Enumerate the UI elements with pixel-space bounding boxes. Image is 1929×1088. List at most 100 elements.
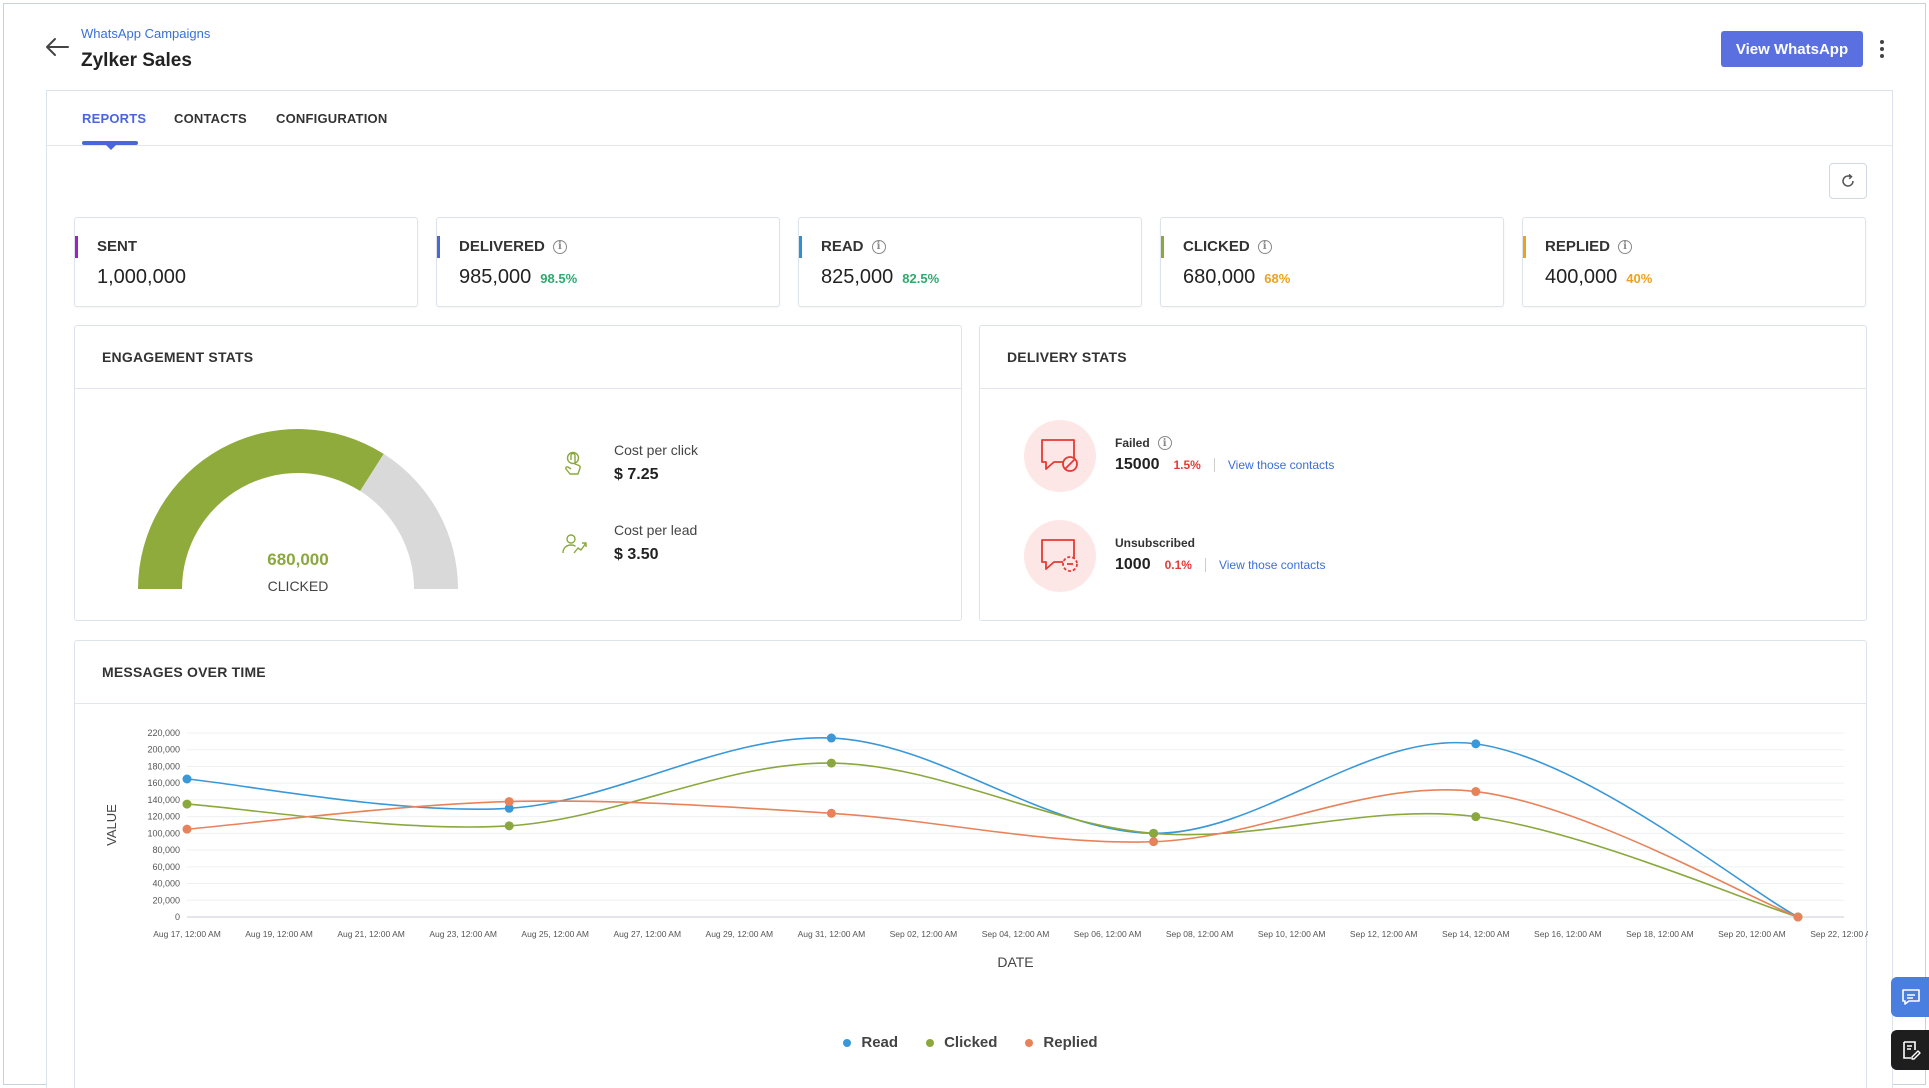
- cost-per-click-label: Cost per click: [614, 442, 699, 458]
- stat-accent-bar: [75, 236, 78, 258]
- data-point-read: [826, 733, 836, 743]
- legend-item-clicked[interactable]: Clicked: [926, 1034, 997, 1051]
- y-tick-label: 20,000: [152, 895, 180, 905]
- legend-dot: [926, 1038, 935, 1047]
- data-point-clicked: [504, 821, 514, 831]
- chat-button[interactable]: [1891, 977, 1929, 1017]
- data-point-replied: [504, 797, 514, 807]
- view-failed-contacts-link[interactable]: View those contacts: [1227, 458, 1335, 472]
- x-tick-label: Sep 14, 12:00 AM: [1442, 929, 1510, 939]
- x-tick-label: Sep 16, 12:00 AM: [1534, 929, 1602, 939]
- info-icon[interactable]: i: [552, 239, 567, 254]
- tab-contacts[interactable]: CONTACTS: [174, 111, 247, 126]
- tap-hand-icon: [565, 451, 581, 475]
- view-whatsapp-button[interactable]: View WhatsApp: [1721, 31, 1863, 67]
- y-tick-label: 160,000: [147, 778, 180, 788]
- x-tick-label: Aug 31, 12:00 AM: [798, 929, 866, 939]
- legend-dot: [1025, 1038, 1034, 1047]
- y-tick-label: 60,000: [152, 862, 180, 872]
- series-line-replied: [186, 789, 1799, 918]
- info-icon[interactable]: i: [1157, 436, 1172, 450]
- data-point-replied: [182, 824, 192, 834]
- unsubscribed-label: Unsubscribed: [1115, 536, 1196, 550]
- data-point-read: [1471, 739, 1481, 749]
- x-tick-label: Aug 27, 12:00 AM: [613, 929, 681, 939]
- lead-growth-icon: [562, 534, 587, 554]
- stat-card-replied: REPLIED i 400,000 40%: [1522, 217, 1866, 307]
- clicked-gauge: [138, 428, 458, 589]
- y-tick-label: 0: [175, 912, 180, 922]
- chat-icon: [1902, 989, 1920, 1005]
- stat-card-read: READ i 825,000 82.5%: [798, 217, 1142, 307]
- info-icon[interactable]: i: [1618, 239, 1633, 254]
- data-point-replied: [826, 808, 836, 818]
- notes-icon: [1903, 1041, 1921, 1060]
- stat-value: 1,000,000: [97, 266, 186, 288]
- legend-item-replied[interactable]: Replied: [1025, 1034, 1098, 1051]
- active-tab-indicator: [82, 141, 138, 145]
- stat-label: DELIVERED: [459, 238, 545, 255]
- x-tick-label: Sep 18, 12:00 AM: [1626, 929, 1694, 939]
- y-tick-label: 120,000: [147, 812, 180, 822]
- data-point-replied: [1471, 787, 1481, 797]
- tab-configuration[interactable]: CONFIGURATION: [276, 111, 388, 126]
- legend-label: Replied: [1043, 1034, 1098, 1051]
- stat-label: CLICKED: [1183, 238, 1250, 255]
- stat-value: 400,000: [1545, 266, 1618, 288]
- engagement-stats-title: ENGAGEMENT STATS: [102, 349, 254, 365]
- x-tick-label: Aug 17, 12:00 AM: [153, 929, 221, 939]
- stat-percentage: 82.5%: [902, 271, 940, 286]
- failed-label: Failed: [1115, 436, 1150, 450]
- x-tick-label: Aug 25, 12:00 AM: [521, 929, 589, 939]
- x-tick-label: Sep 10, 12:00 AM: [1258, 929, 1326, 939]
- back-arrow-icon[interactable]: [42, 34, 72, 60]
- cost-per-lead-value: $ 3.50: [614, 546, 659, 563]
- failed-count: 15000: [1115, 456, 1160, 473]
- legend-item-read[interactable]: Read: [843, 1034, 898, 1051]
- messages-over-time-title: MESSAGES OVER TIME: [102, 664, 266, 680]
- info-icon[interactable]: i: [1257, 239, 1272, 254]
- stat-accent-bar: [799, 236, 802, 258]
- stat-accent-bar: [1161, 236, 1164, 258]
- report-panel: REPORTS CONTACTS CONFIGURATION SENT 1,000…: [46, 90, 1893, 1088]
- stat-card-sent: SENT 1,000,000: [74, 217, 418, 307]
- stat-card-clicked: CLICKED i 680,000 68%: [1160, 217, 1504, 307]
- tab-reports[interactable]: REPORTS: [82, 111, 147, 126]
- data-point-read: [182, 774, 192, 784]
- app-frame: WhatsApp Campaigns Zylker Sales View Wha…: [3, 3, 1929, 1088]
- x-tick-label: Aug 29, 12:00 AM: [706, 929, 774, 939]
- more-options-icon[interactable]: [1874, 34, 1890, 64]
- cost-per-click-value: $ 7.25: [614, 466, 659, 483]
- unsubscribed-count: 1000: [1115, 556, 1151, 573]
- series-line-clicked: [186, 762, 1799, 918]
- legend-label: Read: [861, 1034, 899, 1051]
- gauge-value: 680,000: [267, 550, 329, 569]
- breadcrumb[interactable]: WhatsApp Campaigns: [81, 26, 211, 41]
- stat-label: READ: [821, 238, 864, 255]
- stat-value: 825,000: [821, 266, 894, 288]
- stat-percentage: 68%: [1264, 271, 1291, 286]
- notes-button[interactable]: [1891, 1030, 1929, 1070]
- refresh-icon: [1842, 173, 1854, 187]
- stat-label: REPLIED: [1545, 238, 1611, 255]
- divider: [1213, 458, 1215, 472]
- y-tick-label: 140,000: [147, 795, 180, 805]
- info-icon[interactable]: i: [871, 239, 886, 254]
- x-tick-label: Sep 08, 12:00 AM: [1166, 929, 1234, 939]
- y-tick-label: 200,000: [147, 745, 180, 755]
- legend-label: Clicked: [944, 1034, 998, 1051]
- y-axis-label: VALUE: [104, 804, 119, 846]
- x-tick-label: Aug 23, 12:00 AM: [429, 929, 497, 939]
- y-tick-label: 180,000: [147, 761, 180, 771]
- y-tick-label: 80,000: [152, 845, 180, 855]
- active-tab-caret: [106, 145, 116, 150]
- gauge-remaining-arc: [360, 453, 458, 589]
- data-point-read: [504, 803, 514, 813]
- chart-legend: Read Clicked Replied: [75, 1034, 1866, 1051]
- x-tick-label: Aug 19, 12:00 AM: [245, 929, 313, 939]
- stat-label: SENT: [97, 238, 138, 255]
- refresh-button[interactable]: [1829, 163, 1867, 199]
- failed-message-icon: [1024, 420, 1096, 492]
- view-unsubscribed-contacts-link[interactable]: View those contacts: [1218, 558, 1326, 572]
- data-point-clicked: [826, 758, 836, 768]
